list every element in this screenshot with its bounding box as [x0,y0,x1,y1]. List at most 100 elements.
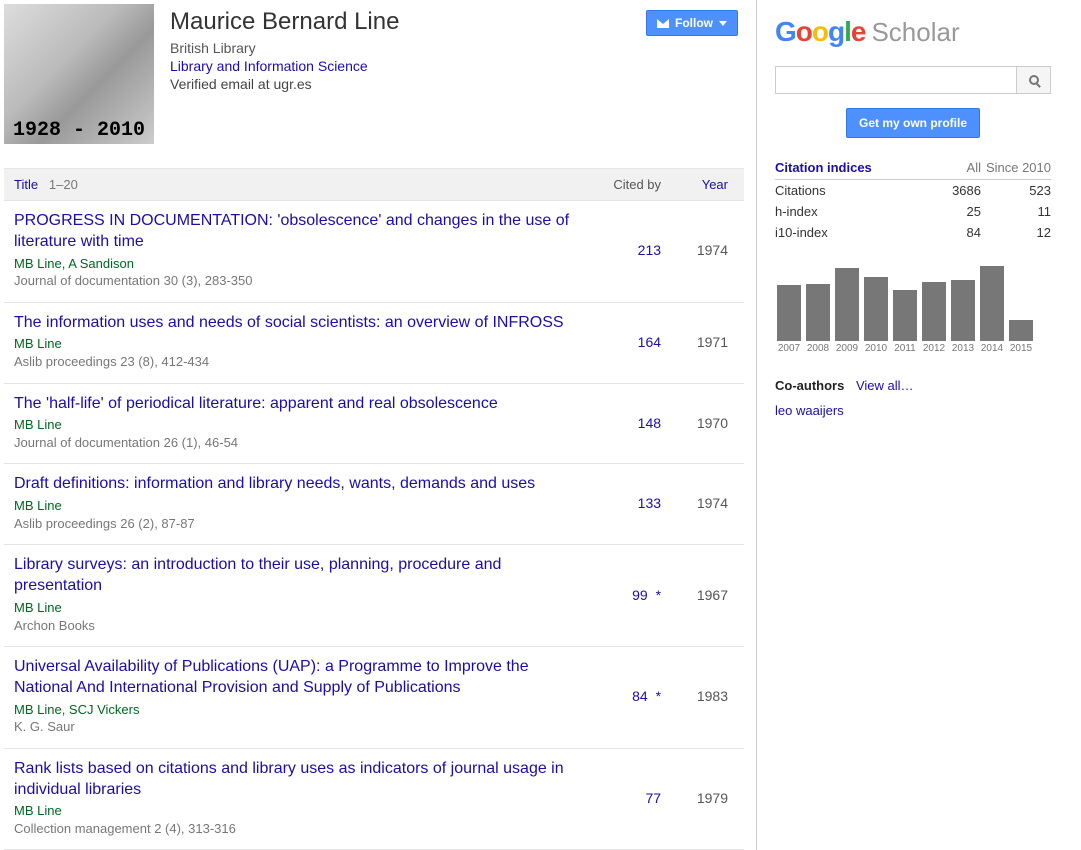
indices-metric: i10-index [775,225,911,240]
search-input[interactable] [775,66,1017,94]
citation-indices-header: Citation indices All Since 2010 [775,160,1051,180]
indices-metric: h-index [775,204,911,219]
publication-venue: Collection management 2 (4), 313-316 [14,820,578,838]
google-logo: Google [775,16,865,48]
publication-authors: MB Line [14,335,578,353]
coauthors-viewall-link[interactable]: View all… [856,378,914,393]
publication-year: 1974 [671,464,744,545]
chart-bar[interactable] [835,268,859,341]
publication-venue: Journal of documentation 30 (3), 283-350 [14,272,578,290]
chart-year-label: 2015 [1009,343,1033,354]
chart-bar[interactable] [1009,320,1033,341]
coauthor-link[interactable]: leo waaijers [775,403,1051,418]
chart-year-label: 2008 [806,343,830,354]
publication-title-link[interactable]: The information uses and needs of social… [14,313,574,334]
citedby-header[interactable]: Cited by [588,169,671,201]
indices-all: 25 [911,204,981,219]
profile-verified: Verified email at ugr.es [170,76,646,92]
cited-by-count[interactable]: 148 [588,383,671,464]
search-button[interactable] [1017,66,1051,94]
follow-label: Follow [675,16,713,30]
publication-authors: MB Line, A Sandison [14,255,578,273]
publication-title-link[interactable]: The 'half-life' of periodical literature… [14,394,574,415]
cited-by-count[interactable]: 84 * [588,647,671,749]
year-header[interactable]: Year [671,169,744,201]
cited-by-count[interactable]: 213 [588,201,671,303]
chart-bar[interactable] [893,290,917,341]
table-row: Draft definitions: information and libra… [4,464,744,545]
search-icon [1029,75,1039,85]
cited-by-count[interactable]: 99 * [588,545,671,647]
chart-year-label: 2007 [777,343,801,354]
publications-table: Title 1–20 Cited by Year PROGRESS IN DOC… [4,168,744,850]
coauthors-label: Co-authors [775,378,844,393]
envelope-icon [657,19,669,28]
publication-title-link[interactable]: Draft definitions: information and libra… [14,474,574,495]
cited-by-count[interactable]: 77 [588,748,671,850]
indices-row: i10-index8412 [775,222,1051,243]
table-row: Library surveys: an introduction to thei… [4,545,744,647]
table-row: Rank lists based on citations and librar… [4,748,744,850]
chevron-down-icon [719,21,727,26]
indices-all: 84 [911,225,981,240]
table-row: Universal Availability of Publications (… [4,647,744,749]
publication-title-link[interactable]: Universal Availability of Publications (… [14,657,574,699]
publication-title-link[interactable]: PROGRESS IN DOCUMENTATION: 'obsolescence… [14,211,574,253]
profile-photo: 1928 - 2010 [4,4,154,144]
publication-venue: Archon Books [14,617,578,635]
publication-venue: Aslib proceedings 26 (2), 87-87 [14,515,578,533]
profile-header: 1928 - 2010 Maurice Bernard Line British… [4,4,756,152]
indices-col-all: All [911,160,981,175]
chart-year-label: 2013 [951,343,975,354]
title-range: 1–20 [49,177,78,192]
publication-year: 1979 [671,748,744,850]
publication-authors: MB Line, SCJ Vickers [14,701,578,719]
publication-year: 1971 [671,302,744,383]
publication-year: 1983 [671,647,744,749]
indices-row: h-index2511 [775,201,1051,222]
indices-row: Citations3686523 [775,180,1051,201]
chart-year-label: 2009 [835,343,859,354]
table-row: The 'half-life' of periodical literature… [4,383,744,464]
chart-bar[interactable] [777,285,801,341]
profile-field-link[interactable]: Library and Information Science [170,58,646,74]
publication-year: 1970 [671,383,744,464]
chart-year-label: 2012 [922,343,946,354]
publication-authors: MB Line [14,599,578,617]
publication-venue: Journal of documentation 26 (1), 46-54 [14,434,578,452]
chart-year-label: 2011 [893,343,917,354]
follow-button[interactable]: Follow [646,10,738,36]
publication-title-link[interactable]: Library surveys: an introduction to thei… [14,555,574,597]
table-row: The information uses and needs of social… [4,302,744,383]
chart-bar[interactable] [922,282,946,341]
cited-by-count[interactable]: 164 [588,302,671,383]
publication-venue: K. G. Saur [14,718,578,736]
indices-label[interactable]: Citation indices [775,160,911,175]
chart-year-label: 2014 [980,343,1004,354]
publication-authors: MB Line [14,802,578,820]
indices-metric: Citations [775,183,911,198]
publication-year: 1974 [671,201,744,303]
title-header[interactable]: Title [14,177,38,192]
chart-bar[interactable] [864,277,888,341]
chart-bar[interactable] [951,280,975,341]
indices-all: 3686 [911,183,981,198]
citations-bar-chart [775,261,1051,341]
profile-years: 1928 - 2010 [13,119,145,144]
chart-year-label: 2010 [864,343,888,354]
cited-by-count[interactable]: 133 [588,464,671,545]
publication-authors: MB Line [14,497,578,515]
chart-bar[interactable] [806,284,830,341]
get-own-profile-button[interactable]: Get my own profile [846,108,980,138]
scholar-word: Scholar [871,17,959,48]
table-row: PROGRESS IN DOCUMENTATION: 'obsolescence… [4,201,744,303]
indices-col-since: Since 2010 [981,160,1051,175]
profile-affiliation: British Library [170,40,646,56]
publication-year: 1967 [671,545,744,647]
chart-bar[interactable] [980,266,1004,341]
indices-since: 11 [981,204,1051,219]
publication-authors: MB Line [14,416,578,434]
publication-venue: Aslib proceedings 23 (8), 412-434 [14,353,578,371]
indices-since: 523 [981,183,1051,198]
google-scholar-logo[interactable]: Google Scholar [775,16,1051,48]
